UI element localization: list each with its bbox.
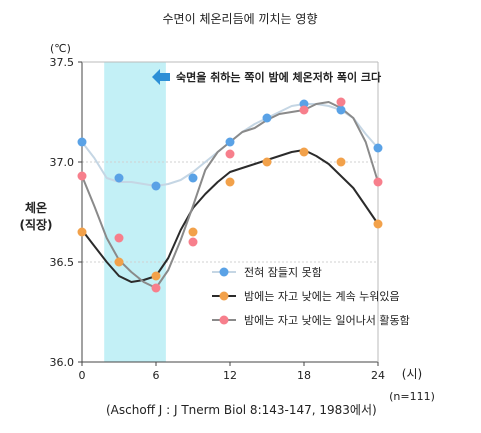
y-tick-label: 36.0	[50, 356, 75, 369]
x-tick-label: 0	[79, 369, 86, 382]
series-2-point	[151, 271, 161, 281]
series-line-2	[81, 149, 379, 283]
y-unit-label: (℃)	[50, 42, 71, 55]
tick-label-layer: 36.0 36.5 37.0 37.5 0 6 12 18 24	[50, 56, 386, 382]
y-axis-label-line2: (직장)	[19, 217, 52, 232]
annotation-text: 숙면을 취하는 쪽이 밤에 체온저하 폭이 크다	[176, 70, 382, 84]
annotation-arrow-icon	[152, 69, 170, 85]
series-1-point	[151, 181, 161, 191]
series-3-point	[77, 171, 87, 181]
sleep-period-band	[104, 62, 166, 362]
series-2-point	[225, 177, 235, 187]
series-3-point	[373, 177, 383, 187]
x-tick-label: 12	[223, 369, 237, 382]
series-2-point	[188, 227, 198, 237]
series-1-point	[225, 137, 235, 147]
series-2-point	[262, 157, 272, 167]
series-3-point	[114, 233, 124, 243]
series-3-point	[336, 97, 346, 107]
annotation: 숙면을 취하는 쪽이 밤에 체온저하 폭이 크다	[152, 69, 382, 85]
sample-size-label: (n=111)	[389, 390, 435, 403]
legend-swatch-marker	[219, 291, 229, 301]
y-axis-label-line1: 체온	[25, 200, 47, 215]
series-3-point	[151, 283, 161, 293]
y-tick-label: 36.5	[50, 256, 75, 269]
series-layer	[77, 97, 383, 293]
source-citation: (Aschoff J : J Tnerm Biol 8:143-147, 198…	[106, 403, 377, 417]
series-3-point	[188, 237, 198, 247]
legend-label: 밤에는 자고 낮에는 계속 누워있음	[244, 290, 400, 303]
legend-label: 전혀 잠들지 못함	[244, 266, 322, 279]
legend-swatch-marker	[219, 315, 229, 325]
chart-title: 수면이 체온리듬에 끼치는 영향	[163, 12, 318, 26]
x-axis-unit-label: (시)	[402, 367, 422, 381]
legend-label: 밤에는 자고 낮에는 일어나서 활동함	[244, 313, 410, 327]
series-3-point	[299, 105, 309, 115]
series-1-point	[188, 173, 198, 183]
series-1-point	[114, 173, 124, 183]
series-2-point	[373, 219, 383, 229]
legend-swatch-marker	[219, 267, 229, 277]
series-2-point	[299, 147, 309, 157]
x-tick-label: 24	[371, 369, 385, 382]
series-3-point	[225, 149, 235, 159]
series-2-point	[114, 257, 124, 267]
sleep-band-layer	[104, 62, 166, 362]
y-tick-label: 37.5	[50, 56, 75, 69]
series-1-point	[373, 143, 383, 153]
series-2-point	[77, 227, 87, 237]
series-1-point	[262, 113, 272, 123]
series-2-point	[336, 157, 346, 167]
gridline-layer	[82, 161, 378, 263]
series-1-point	[77, 137, 87, 147]
series-1-point	[336, 105, 346, 115]
x-tick-label: 18	[297, 369, 311, 382]
x-tick-label: 6	[153, 369, 160, 382]
y-tick-label: 37.0	[50, 156, 75, 169]
